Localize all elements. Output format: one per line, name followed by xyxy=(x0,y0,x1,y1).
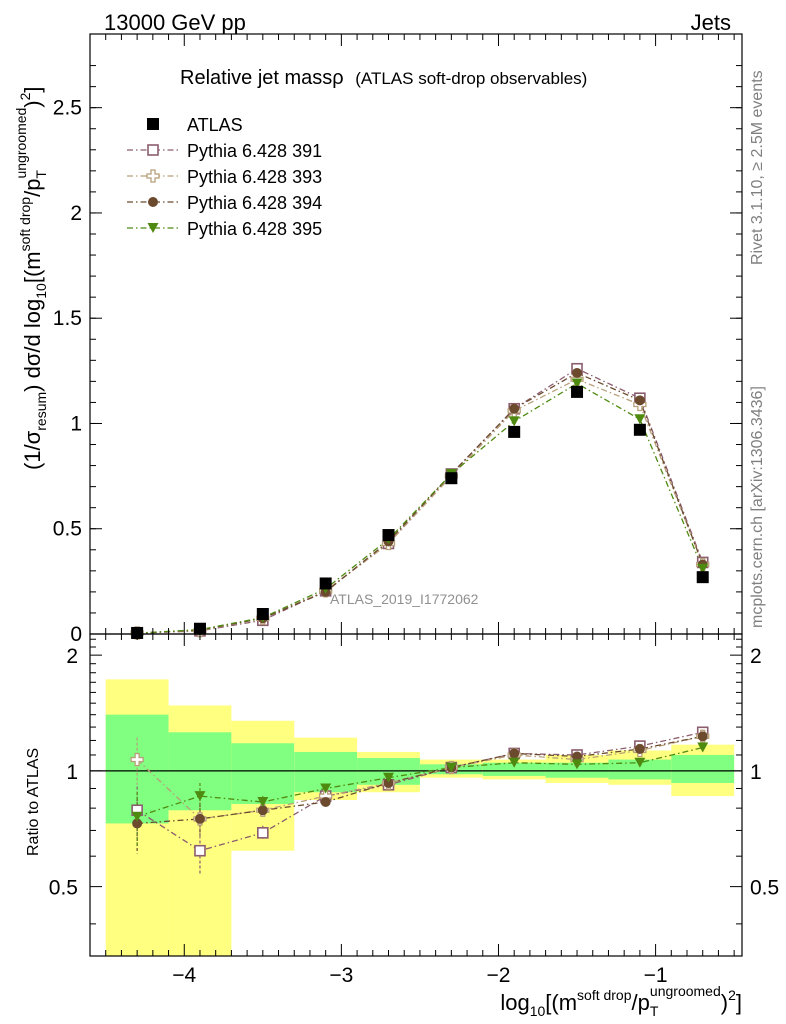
ratio-panel: 0.5 0.5 1 1 2 2 −4 −3 −2 −1 xyxy=(49,633,779,987)
marker-s395 xyxy=(571,378,583,389)
x-tick-label: −3 xyxy=(329,964,353,987)
marker-s395 xyxy=(508,416,520,427)
main-ytick-label: 1.5 xyxy=(53,307,82,330)
header-process: Jets xyxy=(691,10,731,35)
main-y-axis-label: (1/σresum) dσ/d log10[(msoft drop/pTungr… xyxy=(13,86,49,470)
x-tick-label: −4 xyxy=(172,964,196,987)
legend-marker-s393 xyxy=(146,169,160,183)
marker-s394 xyxy=(634,395,645,406)
data-point-atlas xyxy=(696,571,709,584)
ratio-ytick-label-right: 0.5 xyxy=(750,877,779,900)
legend-label-s393: Pythia 6.428 393 xyxy=(187,167,322,187)
series-line-s391 xyxy=(137,367,704,634)
ratio-marker-s395 xyxy=(131,811,143,822)
ratio-marker-s395 xyxy=(634,757,646,768)
legend-marker-s395 xyxy=(147,223,159,233)
chart-title-main: Relative jet massρ xyxy=(180,67,344,89)
legend-label-s395: Pythia 6.428 395 xyxy=(187,219,322,239)
ratio-marker-s395 xyxy=(697,742,709,753)
ratio-marker-s394 xyxy=(634,744,645,755)
x-axis-label: log10[(msoft drop/pTungroomed)2] xyxy=(500,983,742,1019)
legend-label-s394: Pythia 6.428 394 xyxy=(187,193,322,213)
main-ytick-label: 1 xyxy=(70,412,82,435)
ratio-marker-s395 xyxy=(571,759,583,770)
ratio-ytick-label-right: 1 xyxy=(750,761,762,784)
ratio-marker-s395 xyxy=(445,762,457,773)
x-tick-label: −2 xyxy=(487,964,511,987)
ratio-ytick-label: 2 xyxy=(66,645,78,668)
chart-title-sub: (ATLAS soft-drop observables) xyxy=(355,69,587,88)
ratio-marker-s394 xyxy=(383,777,394,788)
analysis-watermark: ATLAS_2019_I1772062 xyxy=(330,591,479,607)
ratio-marker-s395 xyxy=(320,783,332,794)
ratio-marker-s391 xyxy=(194,844,206,857)
ratio-marker-s395 xyxy=(194,791,206,802)
header-energy: 13000 GeV pp xyxy=(104,10,246,35)
ratio-marker-s394 xyxy=(257,805,268,816)
ratio-ytick-label: 0.5 xyxy=(49,877,78,900)
uncertainty-band-inner xyxy=(671,754,735,783)
legend-marker-s394 xyxy=(148,197,158,207)
main-ytick-label: 0.5 xyxy=(53,518,82,541)
uncertainty-band-inner xyxy=(482,762,546,776)
x-tick-label: −1 xyxy=(644,964,668,987)
data-point-atlas xyxy=(382,529,395,542)
data-point-atlas xyxy=(633,423,646,436)
data-point-atlas xyxy=(508,425,521,438)
marker-s394 xyxy=(572,367,583,378)
ratio-marker-s393 xyxy=(130,752,144,767)
uncertainty-band-inner xyxy=(545,762,609,778)
data-point-atlas xyxy=(445,472,458,485)
ratio-marker-s394 xyxy=(194,813,205,824)
mcplots-label: mcplots.cern.ch [arXiv:1306.3436] xyxy=(749,386,766,628)
main-ytick-label: 2 xyxy=(70,202,82,225)
ratio-marker-s394 xyxy=(697,731,708,742)
ratio-line-s391 xyxy=(136,731,703,852)
ratio-marker-s394 xyxy=(320,796,331,807)
series-line-s395 xyxy=(137,382,704,634)
legend-label-s391: Pythia 6.428 391 xyxy=(187,141,322,161)
data-point-atlas xyxy=(319,577,332,590)
marker-s395 xyxy=(697,563,709,574)
data-point-atlas xyxy=(256,608,269,620)
main-ytick-label: 0 xyxy=(70,623,82,646)
ratio-marker-s395 xyxy=(508,757,520,768)
marker-s394 xyxy=(509,403,520,414)
main-ytick-label: 2.5 xyxy=(53,97,82,120)
legend-label-atlas: ATLAS xyxy=(187,115,243,135)
uncertainty-band-inner xyxy=(608,759,672,780)
ratio-y-axis-label: Ratio to ATLAS xyxy=(25,748,42,856)
chart-title: Relative jet massρ (ATLAS soft-drop obse… xyxy=(180,67,587,89)
main-panel: 0 0.5 1 1.5 2 2.5 xyxy=(53,33,743,646)
legend-marker-s391 xyxy=(147,144,159,156)
ratio-marker-s394 xyxy=(509,748,520,759)
data-point-atlas xyxy=(571,385,584,398)
ratio-marker-s394 xyxy=(572,751,583,762)
ratio-marker-s395 xyxy=(383,772,395,783)
legend: ATLAS Pythia 6.428 391 Pythia 6.428 393 Pyt… xyxy=(127,115,322,239)
legend-marker-atlas xyxy=(147,118,159,130)
ratio-ytick-label: 1 xyxy=(66,761,78,784)
ratio-ytick-label-right: 2 xyxy=(750,645,762,668)
ratio-frame xyxy=(89,633,743,957)
ratio-line-s394 xyxy=(137,735,703,825)
rivet-version-label: Rivet 3.1.10, ≥ 2.5M events xyxy=(749,70,766,265)
ratio-marker-s395 xyxy=(257,796,269,807)
ratio-marker-s394 xyxy=(132,818,143,829)
ratio-marker-s391 xyxy=(257,827,269,839)
marker-s395 xyxy=(634,414,646,425)
uncertainty-band-inner xyxy=(231,743,295,805)
ratio-line-s395 xyxy=(136,746,703,818)
